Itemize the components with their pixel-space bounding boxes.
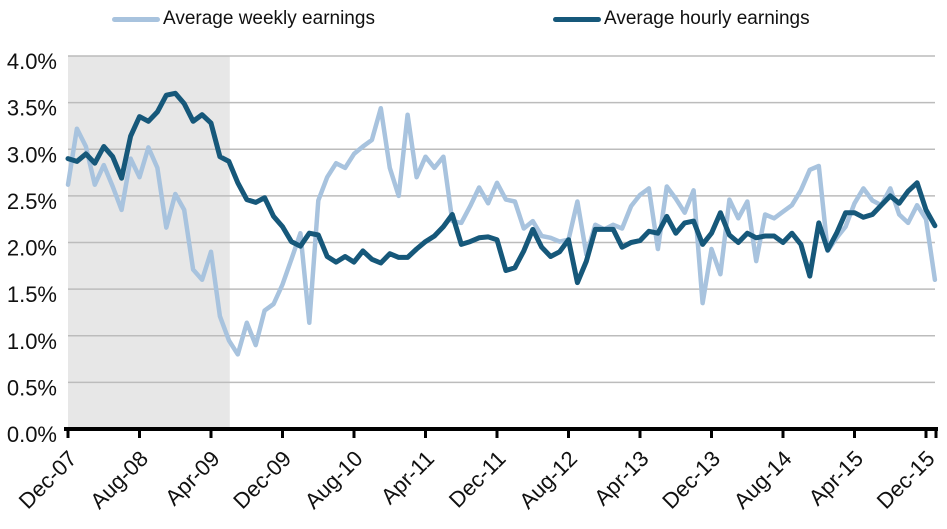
legend-item-weekly: Average weekly earnings — [112, 6, 375, 32]
x-axis-label: Aug-12 — [514, 446, 582, 514]
weekly-line-swatch — [112, 16, 160, 22]
y-axis-label: 0.5% — [7, 375, 57, 400]
y-axis-label: 2.5% — [7, 189, 57, 214]
x-axis-label: Dec-13 — [657, 446, 725, 514]
x-axis-label: Aug-14 — [729, 446, 797, 514]
hourly-line-swatch — [553, 16, 601, 22]
x-axis-label: Apr-15 — [804, 446, 868, 510]
legend-label-weekly: Average weekly earnings — [163, 8, 375, 29]
x-axis-label: Apr-13 — [589, 446, 653, 510]
x-axis-label: Apr-09 — [160, 446, 224, 510]
x-axis-label: Aug-08 — [85, 446, 153, 514]
x-axis-label: Dec-15 — [872, 446, 940, 514]
legend-label-hourly: Average hourly earnings — [604, 8, 810, 29]
legend-item-hourly: Average hourly earnings — [553, 6, 810, 32]
y-axis-label: 4.0% — [7, 49, 57, 74]
weekly-earnings-line — [65, 105, 938, 357]
y-axis-label: 1.0% — [7, 329, 57, 354]
hourly-earnings-line — [65, 90, 938, 286]
x-axis-label: Dec-11 — [444, 446, 511, 513]
y-axis-label: 3.0% — [7, 142, 57, 167]
y-axis-label: 2.0% — [7, 236, 57, 261]
y-axis-label: 0.0% — [7, 422, 57, 447]
x-axis-label: Dec-09 — [228, 446, 296, 514]
y-axis-label: 3.5% — [7, 96, 57, 121]
x-axis-label: Aug-10 — [300, 446, 368, 514]
x-axis-label: Apr-11 — [376, 446, 439, 509]
y-axis-label: 1.5% — [7, 282, 57, 307]
x-axis-label: Dec-07 — [14, 446, 82, 514]
